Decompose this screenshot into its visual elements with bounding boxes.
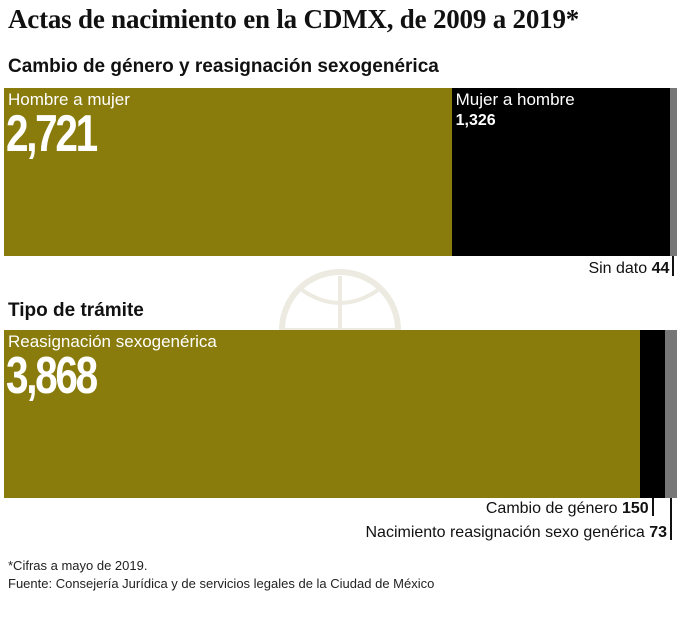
ext-label-nacimiento-reasignacion-sexo-generica: Nacimiento reasignación sexo genérica 73 <box>365 524 667 542</box>
label-hombre-a-mujer: Hombre a mujer <box>8 90 130 109</box>
ext-name-nacimiento-reasignacion-sexo-generica: Nacimiento reasignación sexo genérica <box>365 524 650 541</box>
value-mujer-a-hombre: 1,326 <box>455 112 496 129</box>
leader-nacimiento-reasignacion-sexo-generica <box>669 498 672 540</box>
bar-hombre-a-mujer <box>4 88 452 256</box>
leader-cambio-de-genero <box>651 498 654 516</box>
value-reasignacion-sexogenerica: 3,868 <box>6 347 98 405</box>
label-reasignacion-sexogenerica: Reasignación sexogenérica <box>8 332 217 351</box>
chart2-title: Tipo de trámite <box>8 300 144 321</box>
chart-title: Actas de nacimiento en la CDMX, de 2009 … <box>8 4 580 34</box>
ext-name-sin-dato: Sin dato <box>588 260 652 277</box>
ext-value-cambio-de-genero: 150 <box>621 500 649 517</box>
bar-sin-dato <box>669 88 677 256</box>
ext-value-nacimiento-reasignacion-sexo-generica: 73 <box>649 524 667 541</box>
chart1-title: Cambio de género y reasignación sexogené… <box>8 56 439 77</box>
ext-label-cambio-de-genero: Cambio de género 150 <box>486 500 649 518</box>
footnote-source: Fuente: Consejería Jurídica y de servici… <box>8 576 435 591</box>
bar-cambio-de-genero <box>640 330 665 498</box>
leader-sin-dato <box>672 256 675 276</box>
label-mujer-a-hombre: Mujer a hombre <box>455 90 575 109</box>
ext-value-sin-dato: 44 <box>651 260 670 277</box>
ext-label-sin-dato: Sin dato 44 <box>588 260 669 278</box>
bar-reasignacion-sexogenerica <box>4 330 641 498</box>
bar-mujer-a-hombre <box>451 88 670 256</box>
bar-nacimiento-reasignacion-sexo-generica <box>664 330 677 498</box>
value-hombre-a-mujer: 2,721 <box>6 105 98 163</box>
footnote-note: *Cifras a mayo de 2019. <box>8 558 148 573</box>
ext-name-cambio-de-genero: Cambio de género <box>485 500 622 517</box>
